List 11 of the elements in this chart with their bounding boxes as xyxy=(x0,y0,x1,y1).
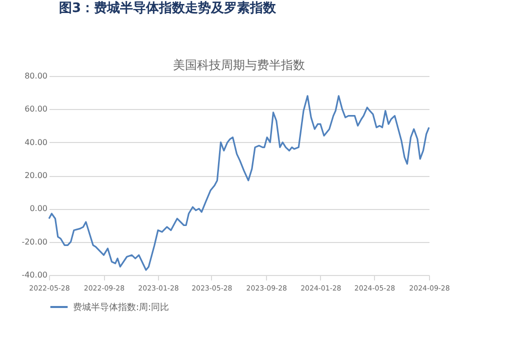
y-tick-label: 60.00 xyxy=(24,104,48,114)
legend-label: 费城半导体指数:周:同比 xyxy=(73,302,170,313)
y-tick-label: 80.00 xyxy=(24,72,48,80)
line-series xyxy=(48,95,430,271)
y-tick-label: -20.00 xyxy=(22,237,48,246)
y-tick-label: 20.00 xyxy=(24,171,48,180)
y-tick-label: 0.00 xyxy=(30,204,48,214)
y-tick-label: 40.00 xyxy=(24,138,48,147)
caption: 图3：费城半导体指数走势及罗素指数 xyxy=(59,0,278,16)
chart-title: 美国科技周期与费半指数 xyxy=(173,58,305,72)
y-tick-label: -40.00 xyxy=(22,270,48,280)
